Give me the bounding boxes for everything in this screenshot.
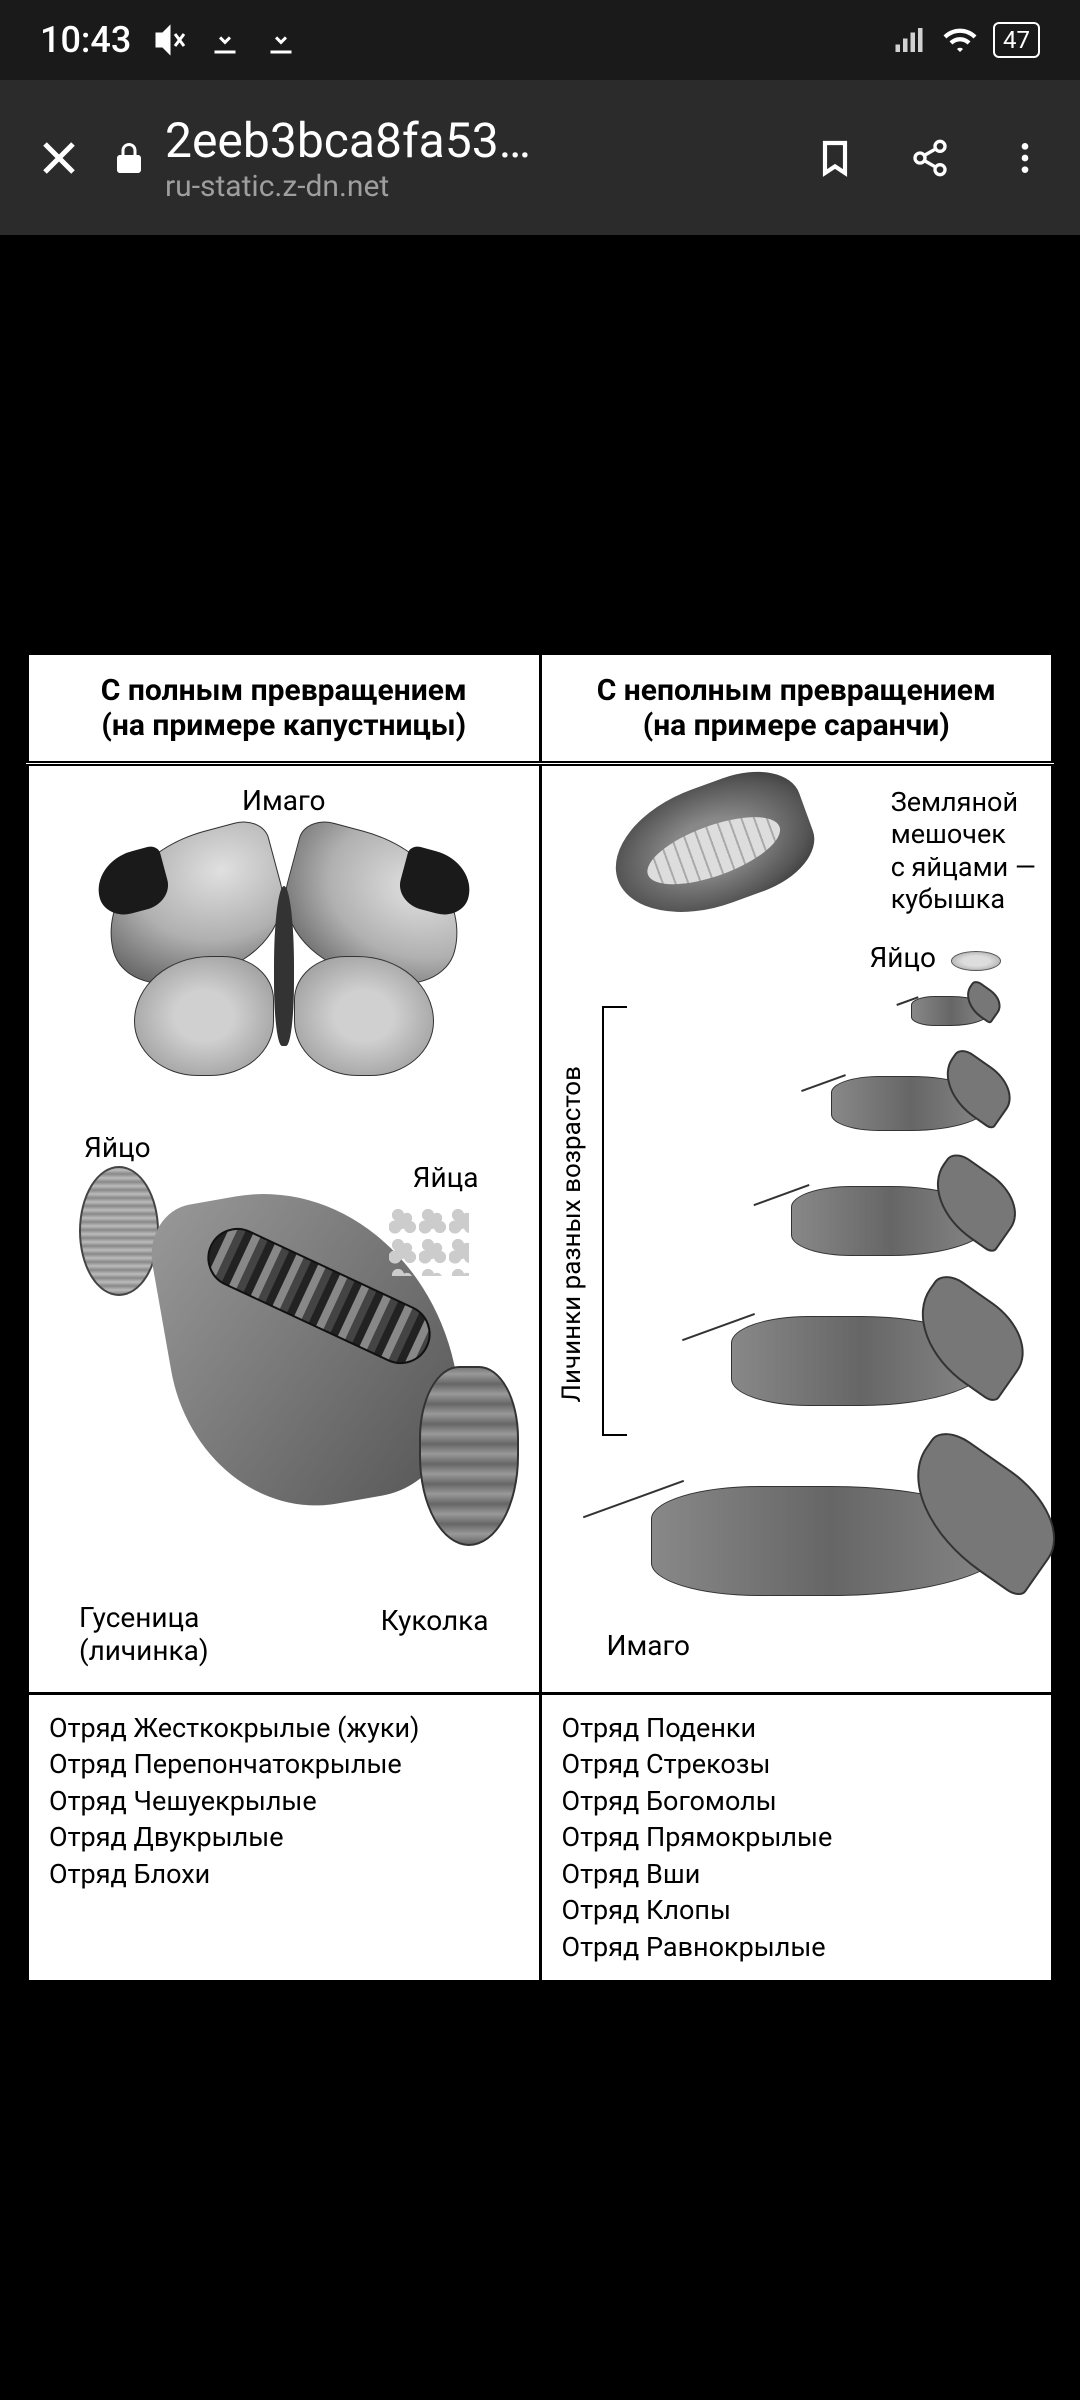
page-domain: ru-static.z-dn.net bbox=[165, 169, 531, 204]
order-item: Отряд Вши bbox=[562, 1856, 1032, 1892]
browser-bar: 2eeb3bca8fa53… ru-static.z-dn.net bbox=[0, 80, 1080, 235]
header-left: С полным превращением (на примере капуст… bbox=[28, 653, 541, 763]
label-egg-right: Яйцо bbox=[869, 941, 936, 974]
action-icons bbox=[815, 138, 1045, 178]
label-imago-left: Имаго bbox=[242, 784, 325, 817]
header-left-line2: (на примере капустницы) bbox=[101, 708, 466, 743]
lock-icon bbox=[111, 140, 147, 176]
locust-stage-1 bbox=[911, 996, 991, 1026]
diagram-container: С полным превращением (на примере капуст… bbox=[20, 646, 1060, 1989]
bracket-line bbox=[602, 1006, 627, 1436]
header-right-line2: (на примере саранчи) bbox=[643, 708, 950, 743]
label-egg-pod: Земляной мешочек с яйцами — кубышка bbox=[891, 786, 1036, 916]
download-icon bbox=[207, 22, 243, 58]
locust-stage-3 bbox=[791, 1186, 991, 1256]
status-bar: 10:43 47 bbox=[0, 0, 1080, 80]
menu-dots-icon[interactable] bbox=[1005, 138, 1045, 178]
header-right-line1: С неполным превращением bbox=[597, 673, 996, 708]
download-icon bbox=[263, 22, 299, 58]
egg-oval-illustration bbox=[951, 951, 1001, 971]
label-egg-single: Яйцо bbox=[84, 1131, 151, 1164]
share-icon[interactable] bbox=[910, 138, 950, 178]
header-left-line1: С полным превращением bbox=[101, 673, 467, 708]
right-orders-cell: Отряд Поденки Отряд Стрекозы Отряд Богом… bbox=[540, 1693, 1053, 1981]
order-item: Отряд Прямокрылые bbox=[562, 1819, 1032, 1855]
status-left: 10:43 bbox=[40, 19, 299, 61]
egg-illustration bbox=[79, 1166, 159, 1296]
left-diagram-cell: Имаго Яйцо Яйца bbox=[28, 763, 541, 1693]
left-orders-cell: Отряд Жесткокрылые (жуки) Отряд Перепонч… bbox=[28, 1693, 541, 1981]
order-item: Отряд Богомолы bbox=[562, 1783, 1032, 1819]
label-caterpillar: Гусеница (личинка) bbox=[79, 1601, 209, 1667]
battery-level: 47 bbox=[1003, 26, 1030, 54]
order-item: Отряд Чешуекрылые bbox=[49, 1783, 519, 1819]
status-time: 10:43 bbox=[40, 19, 131, 61]
battery-indicator: 47 bbox=[993, 22, 1040, 58]
label-imago-right: Имаго bbox=[607, 1629, 690, 1662]
order-item: Отряд Стрекозы bbox=[562, 1746, 1032, 1782]
page-title: 2eeb3bca8fa53… bbox=[165, 112, 531, 169]
label-larvae-vertical: Личинки разных возрастов bbox=[557, 1066, 587, 1402]
locust-stage-4 bbox=[731, 1316, 991, 1406]
order-item: Отряд Клопы bbox=[562, 1892, 1032, 1928]
eggs-cluster-illustration bbox=[389, 1206, 469, 1276]
mute-icon bbox=[151, 22, 187, 58]
pupa-illustration bbox=[419, 1366, 519, 1546]
right-diagram-cell: Земляной мешочек с яйцами — кубышка Яйцо… bbox=[540, 763, 1053, 1693]
status-right: 47 bbox=[891, 22, 1040, 58]
locust-stage-2 bbox=[831, 1076, 991, 1131]
header-right: С неполным превращением (на примере сара… bbox=[540, 653, 1053, 763]
wifi-icon bbox=[942, 22, 978, 58]
diagram-table: С полным превращением (на примере капуст… bbox=[26, 652, 1054, 1983]
signal-icon bbox=[891, 22, 927, 58]
order-item: Отряд Жесткокрылые (жуки) bbox=[49, 1710, 519, 1746]
url-block[interactable]: 2eeb3bca8fa53… ru-static.z-dn.net bbox=[111, 112, 787, 204]
order-item: Отряд Поденки bbox=[562, 1710, 1032, 1746]
order-item: Отряд Блохи bbox=[49, 1856, 519, 1892]
order-item: Отряд Перепончатокрылые bbox=[49, 1746, 519, 1782]
bookmark-icon[interactable] bbox=[815, 138, 855, 178]
close-icon[interactable] bbox=[35, 134, 83, 182]
label-eggs: Яйца bbox=[413, 1161, 479, 1194]
locust-imago bbox=[651, 1486, 1011, 1596]
order-item: Отряд Равнокрылые bbox=[562, 1929, 1032, 1965]
butterfly-illustration bbox=[94, 826, 474, 1086]
content-area[interactable]: С полным превращением (на примере капуст… bbox=[0, 235, 1080, 2400]
order-item: Отряд Двукрылые bbox=[49, 1819, 519, 1855]
url-text: 2eeb3bca8fa53… ru-static.z-dn.net bbox=[165, 112, 531, 204]
label-pupa: Куколка bbox=[381, 1604, 489, 1637]
egg-pod-illustration bbox=[597, 755, 826, 936]
